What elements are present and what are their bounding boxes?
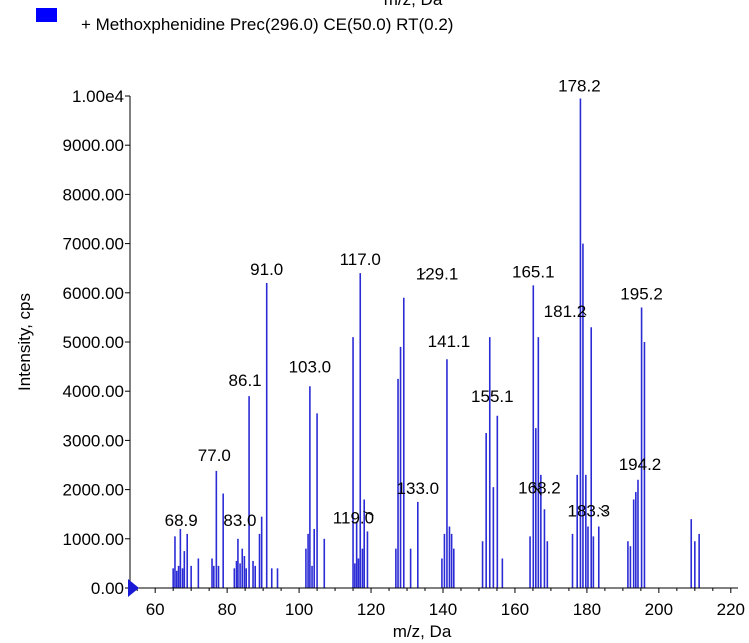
x-tick-label: 160	[501, 600, 529, 619]
peak-label: 91.0	[250, 260, 283, 279]
x-tick-label: 80	[218, 600, 237, 619]
peak-label: 68.9	[165, 511, 198, 530]
y-tick-label: 0.00	[91, 579, 124, 598]
x-tick-label: 60	[146, 600, 165, 619]
peak-labels: 178.2 91.0 117.0 129.1 165.1 195.2 181.2 141.1 8…	[165, 76, 663, 529]
x-tick-label: 100	[285, 600, 313, 619]
peak-label-leader	[419, 271, 427, 277]
peak-label: 129.1	[416, 265, 459, 284]
axis-origin-marker-icon	[128, 579, 139, 597]
peak-label: 117.0	[340, 250, 381, 269]
x-tick-label: 120	[357, 600, 385, 619]
peak-label-leader	[363, 510, 374, 516]
y-tick-label: 8000.00	[63, 185, 124, 204]
peak-label: 178.2	[558, 76, 601, 95]
peak-label-leader	[533, 483, 542, 496]
peak-label: 83.0	[223, 511, 256, 530]
y-tick-label: 9000.00	[63, 136, 124, 155]
legend-swatch	[36, 8, 57, 22]
y-tick-label: 1.00e4	[72, 87, 124, 106]
x-tick-label: 200	[645, 600, 673, 619]
y-tick-label: 3000.00	[63, 431, 124, 450]
peak-label-leader	[598, 507, 608, 514]
peak-label: 194.2	[619, 455, 662, 474]
y-axis-title: Intensity, cps	[15, 293, 34, 391]
peak-label: 195.2	[620, 285, 663, 304]
x-tick-label: 220	[717, 600, 745, 619]
peak-label: 141.1	[428, 332, 471, 351]
peak-label: 103.0	[289, 357, 332, 376]
x-axis-title: m/z, Da	[393, 622, 452, 641]
cropped-top-axis-title: m/z, Da	[384, 0, 443, 9]
peak-label-leader	[581, 310, 587, 316]
peak-label: 168.2	[518, 478, 561, 497]
peak-label: 181.2	[544, 302, 587, 321]
peak-label: 119.0	[333, 508, 374, 527]
y-tick-label: 6000.00	[63, 284, 124, 303]
label-leader-lines	[363, 271, 608, 516]
legend: + Methoxphenidine Prec(296.0) CE(50.0) R…	[36, 8, 453, 34]
peak-label: 155.1	[471, 387, 514, 406]
spectrum-peaks	[172, 98, 700, 588]
peak-label: 133.0	[397, 479, 440, 498]
y-tick-label: 2000.00	[63, 481, 124, 500]
y-tick-label: 7000.00	[63, 235, 124, 254]
peak-label: 183.3	[567, 502, 610, 521]
x-axis-ticks: 60 80 100 120 140 160 180 200 220	[136, 588, 745, 619]
y-tick-label: 4000.00	[63, 382, 124, 401]
peak-label: 165.1	[512, 262, 555, 281]
peak-label: 86.1	[229, 371, 262, 390]
x-tick-label: 180	[573, 600, 601, 619]
y-tick-label: 5000.00	[63, 333, 124, 352]
x-tick-label: 140	[429, 600, 457, 619]
peak-label: 77.0	[198, 446, 231, 465]
y-axis-ticks: 0.00 1000.00 2000.00 3000.00 4000.00 5000.00 6…	[63, 87, 130, 598]
legend-label: + Methoxphenidine Prec(296.0) CE(50.0) R…	[81, 15, 453, 34]
y-tick-label: 1000.00	[63, 530, 124, 549]
